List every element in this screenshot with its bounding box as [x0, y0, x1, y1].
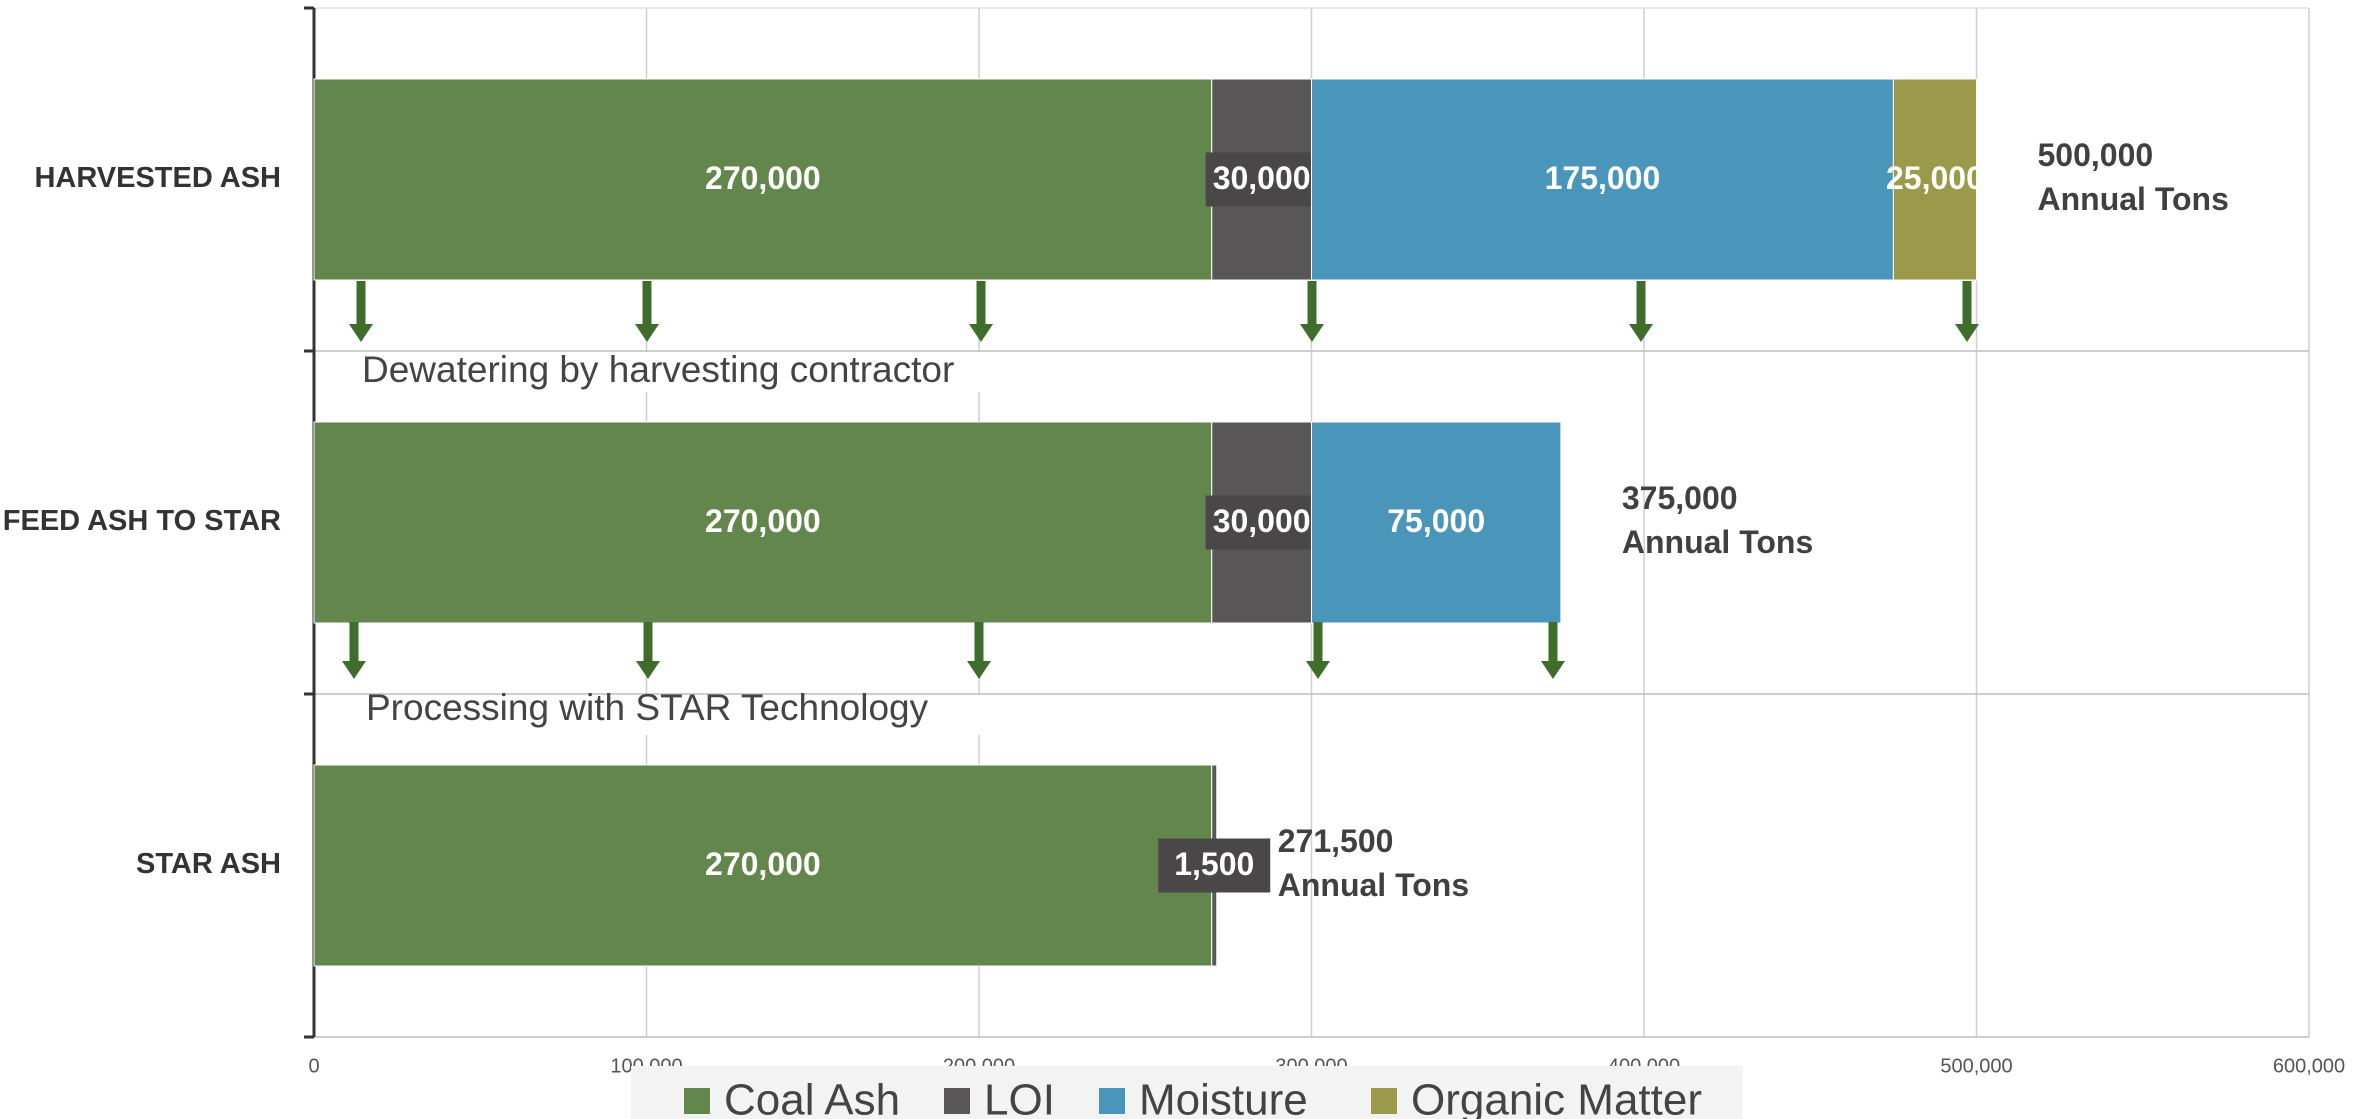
legend-swatch	[684, 1088, 710, 1114]
data-label: 175,000	[1545, 160, 1661, 196]
arrow-head	[635, 324, 659, 342]
bar-segment	[313, 764, 1213, 967]
bar-segment	[313, 78, 1213, 281]
arrow-head	[1955, 324, 1979, 342]
x-tick-label: 600,000	[2273, 1055, 2345, 1077]
annotation-bg	[318, 352, 986, 392]
data-label: 1,500	[1174, 846, 1254, 882]
bar-segment	[1311, 421, 1562, 624]
arrow-head	[1306, 661, 1330, 679]
data-label: 270,000	[705, 846, 821, 882]
legend-bg	[631, 1066, 1743, 1119]
x-tick-label: 500,000	[1940, 1055, 2012, 1077]
data-label: 270,000	[705, 160, 821, 196]
total-label: 271,500	[1278, 823, 1394, 859]
total-label: 375,000	[1622, 480, 1738, 516]
legend-label: Coal Ash	[724, 1076, 900, 1119]
x-tick-label: 0	[308, 1055, 319, 1077]
total-unit: Annual Tons	[1278, 867, 1469, 903]
legend-swatch	[944, 1088, 970, 1114]
arrow-head	[1629, 324, 1653, 342]
arrow-head	[1300, 324, 1324, 342]
arrow-head	[349, 324, 373, 342]
annotation-bg	[318, 695, 998, 735]
data-label: 30,000	[1213, 503, 1311, 539]
arrow-head	[1541, 661, 1565, 679]
legend-label: LOI	[984, 1076, 1055, 1119]
arrow-head	[636, 661, 660, 679]
data-label: 270,000	[705, 503, 821, 539]
label-box	[1205, 495, 1318, 550]
legend-label: Moisture	[1139, 1076, 1308, 1119]
total-unit: Annual Tons	[1622, 524, 1813, 560]
legend-swatch	[1371, 1088, 1397, 1114]
total-label: 500,000	[2038, 137, 2154, 173]
bar-segment	[313, 421, 1213, 624]
annotation: Dewatering by harvesting contractor	[362, 349, 954, 390]
bar-segment	[1892, 78, 1977, 281]
annotation: Processing with STAR Technology	[366, 687, 929, 728]
total-unit: Annual Tons	[2038, 181, 2229, 217]
legend-label: Organic Matter	[1411, 1076, 1702, 1119]
legend-swatch	[1099, 1088, 1125, 1114]
label-box	[1158, 838, 1271, 893]
data-label: 75,000	[1387, 503, 1485, 539]
data-label: 25,000	[1886, 160, 1984, 196]
data-label: 30,000	[1213, 160, 1311, 196]
category-label: FEED ASH TO STAR	[3, 505, 281, 537]
category-label: HARVESTED ASH	[34, 162, 281, 194]
category-label: STAR ASH	[136, 848, 281, 880]
bar-segment	[1311, 78, 1894, 281]
arrow-head	[342, 661, 366, 679]
arrow-head	[969, 324, 993, 342]
label-box	[1205, 152, 1318, 207]
arrow-head	[967, 661, 991, 679]
